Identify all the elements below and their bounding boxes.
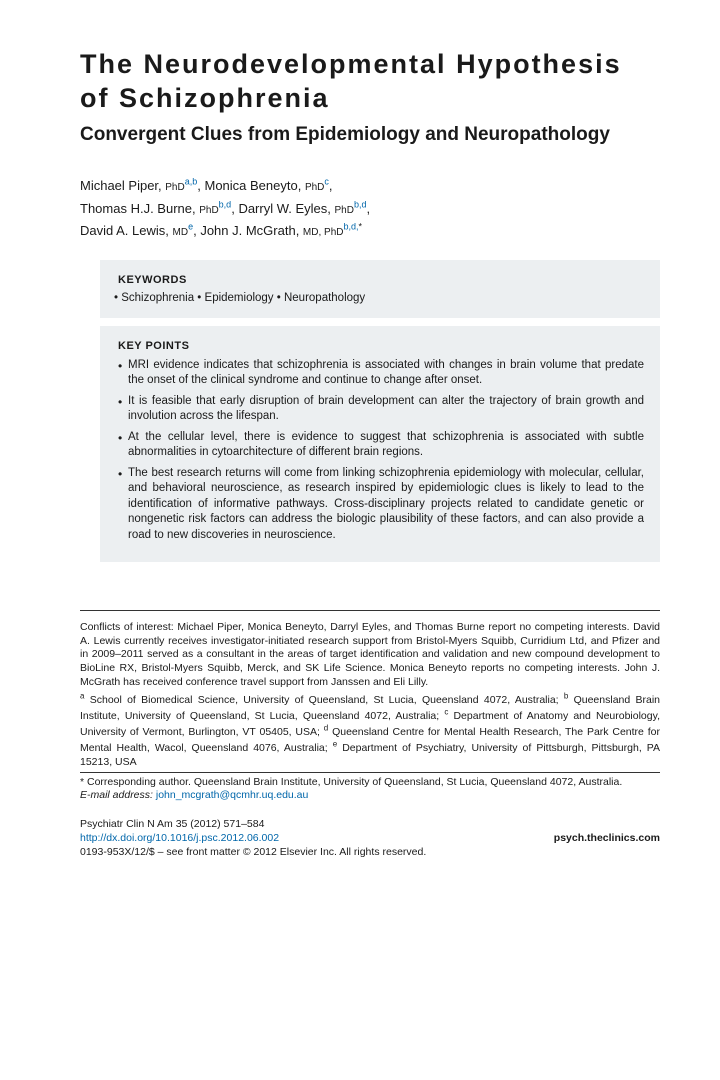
keypoints-header: KEY POINTS (118, 340, 644, 352)
copyright-line: 0193-953X/12/$ – see front matter © 2012… (80, 845, 660, 859)
affiliations: a School of Biomedical Science, Universi… (80, 691, 660, 769)
corresponding-divider (80, 772, 660, 773)
keypoint-item: MRI evidence indicates that schizophreni… (118, 358, 644, 389)
journal-footer: Psychiatr Clin N Am 35 (2012) 571–584 ht… (80, 817, 660, 860)
keypoints-list: MRI evidence indicates that schizophreni… (118, 358, 644, 544)
author: Darryl W. Eyles, PhDb,d, (238, 201, 370, 216)
conflicts-statement: Conflicts of interest: Michael Piper, Mo… (80, 621, 660, 689)
keywords-list: • Schizophrenia • Epidemiology • Neuropa… (114, 292, 644, 304)
email-label: E-mail address: (80, 789, 156, 801)
author: Thomas H.J. Burne, PhDb,d, (80, 201, 235, 216)
email-link[interactable]: john_mcgrath@qcmhr.uq.edu.au (156, 789, 309, 801)
author: Monica Beneyto, PhDc, (204, 178, 332, 193)
article-subtitle: Convergent Clues from Epidemiology and N… (80, 122, 660, 148)
corresponding-author: * Corresponding author. Queensland Brain… (80, 776, 660, 790)
doi-link[interactable]: http://dx.doi.org/10.1016/j.psc.2012.06.… (80, 831, 279, 845)
keypoint-item: At the cellular level, there is evidence… (118, 430, 644, 461)
keypoint-item: It is feasible that early disruption of … (118, 394, 644, 425)
footer-divider (80, 610, 660, 611)
journal-reference: Psychiatr Clin N Am 35 (2012) 571–584 (80, 817, 660, 831)
keypoints-box: KEY POINTS MRI evidence indicates that s… (100, 326, 660, 563)
author: David A. Lewis, MDe, (80, 223, 197, 238)
keypoint-item: The best research returns will come from… (118, 466, 644, 544)
keywords-header: KEYWORDS (118, 274, 644, 286)
footer-block: Conflicts of interest: Michael Piper, Mo… (80, 621, 660, 803)
article-title: The Neurodevelopmental Hypothesis of Sch… (80, 48, 660, 116)
affiliation: a School of Biomedical Science, Universi… (80, 694, 564, 706)
email-line: E-mail address: john_mcgrath@qcmhr.uq.ed… (80, 789, 660, 803)
author: John J. McGrath, MD, PhDb,d,* (200, 223, 362, 238)
authors-block: Michael Piper, PhDa,b, Monica Beneyto, P… (80, 175, 660, 241)
author: Michael Piper, PhDa,b, (80, 178, 201, 193)
clinics-link[interactable]: psych.theclinics.com (554, 831, 660, 845)
keywords-box: KEYWORDS • Schizophrenia • Epidemiology … (100, 260, 660, 318)
